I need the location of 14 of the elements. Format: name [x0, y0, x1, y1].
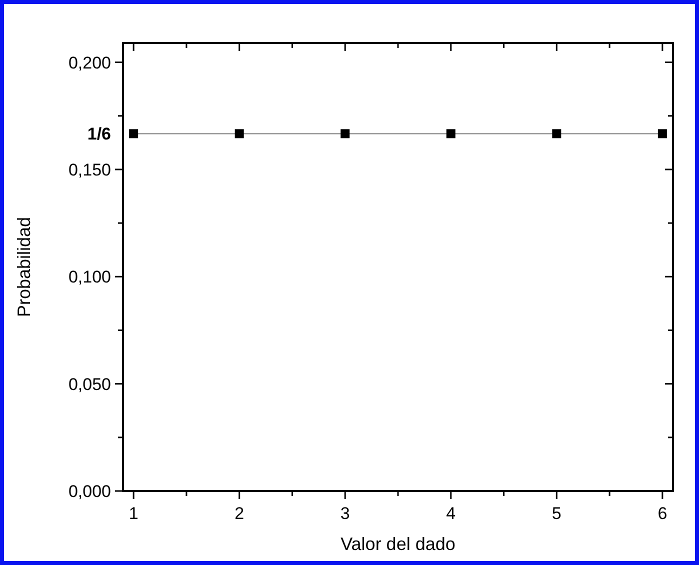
y-tick-label: 0,050 — [68, 374, 111, 394]
x-tick-label: 5 — [552, 504, 562, 523]
y-tick-label: 0,100 — [68, 268, 111, 287]
x-axis-title: Valor del dado — [340, 534, 456, 554]
y-tick-label: 0,150 — [68, 160, 111, 180]
y-tick-label: 1/6 — [87, 124, 111, 144]
x-tick-label: 6 — [658, 504, 668, 523]
y-tick-label: 0,000 — [68, 482, 111, 501]
x-tick-label: 4 — [446, 504, 456, 523]
y-tick-label: 0,200 — [68, 53, 111, 72]
x-tick-label: 3 — [340, 504, 350, 523]
x-tick-label: 2 — [234, 504, 244, 523]
x-tick-label: 1 — [128, 504, 138, 523]
y-axis-title: Probabilidad — [14, 216, 34, 318]
